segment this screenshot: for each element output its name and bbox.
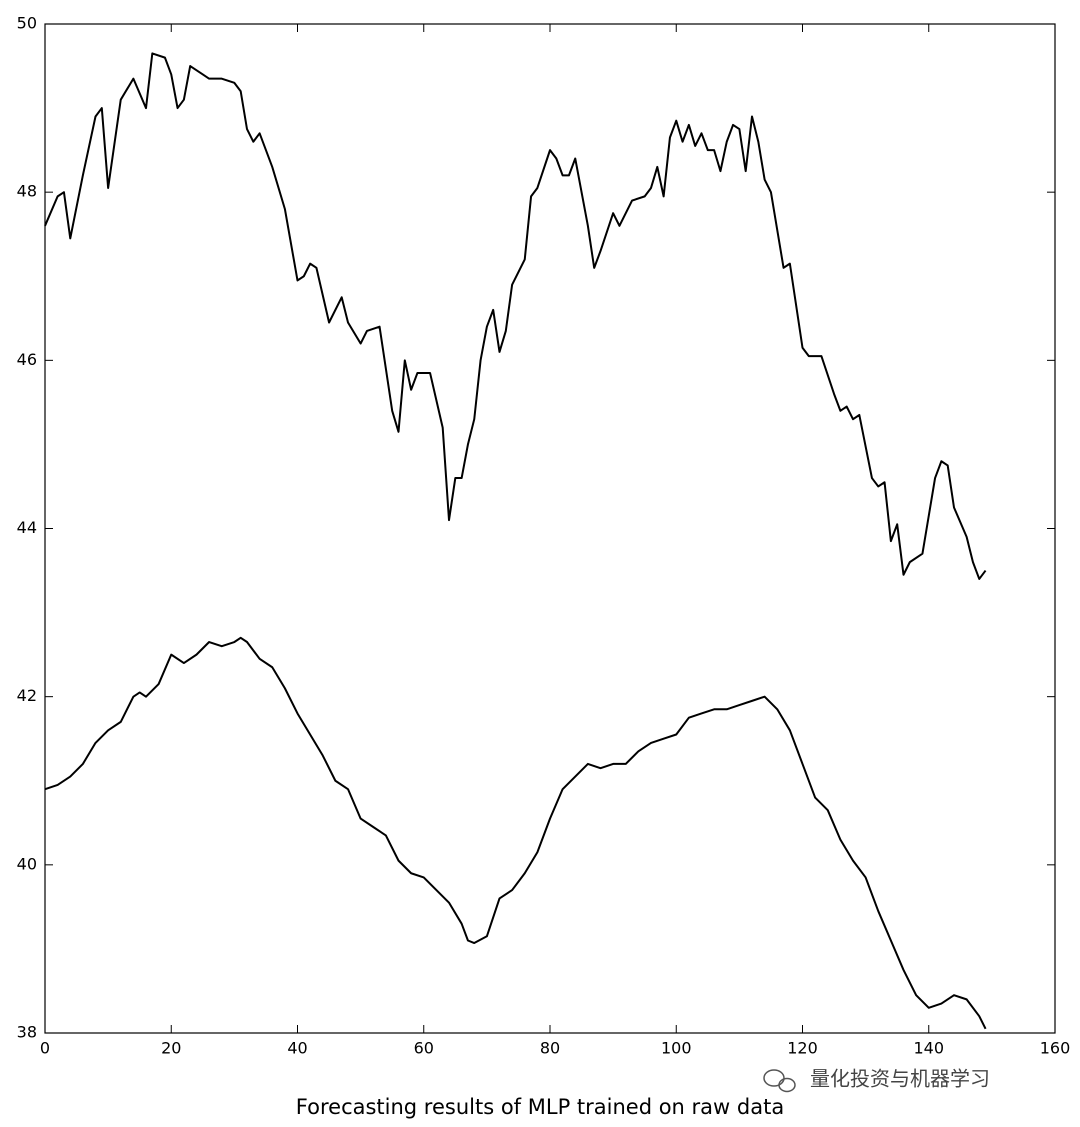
x-tick-label: 80 (540, 1039, 560, 1058)
y-tick-label: 40 (17, 854, 37, 873)
y-tick-label: 50 (17, 14, 37, 33)
x-tick-label: 0 (40, 1039, 50, 1058)
y-tick-label: 42 (17, 686, 37, 705)
wechat-icon (763, 1069, 796, 1093)
y-tick-label: 48 (17, 182, 37, 201)
plot-frame (44, 23, 1056, 1034)
y-tick-label: 44 (17, 518, 37, 537)
x-tick-label: 40 (287, 1039, 307, 1058)
series-line (44, 52, 987, 580)
series-line (44, 636, 987, 1030)
watermark: 量化投资与机器学习 (810, 1067, 990, 1091)
caption: Forecasting results of MLP trained on ra… (296, 1095, 784, 1119)
y-tick-label: 46 (17, 350, 37, 369)
y-tick-label: 38 (17, 1023, 37, 1042)
x-tick-label: 60 (414, 1039, 434, 1058)
x-tick-label: 120 (787, 1039, 818, 1058)
x-tick-label: 140 (913, 1039, 944, 1058)
x-tick-label: 160 (1040, 1039, 1071, 1058)
x-tick-label: 100 (661, 1039, 692, 1058)
x-tick-label: 20 (161, 1039, 181, 1058)
